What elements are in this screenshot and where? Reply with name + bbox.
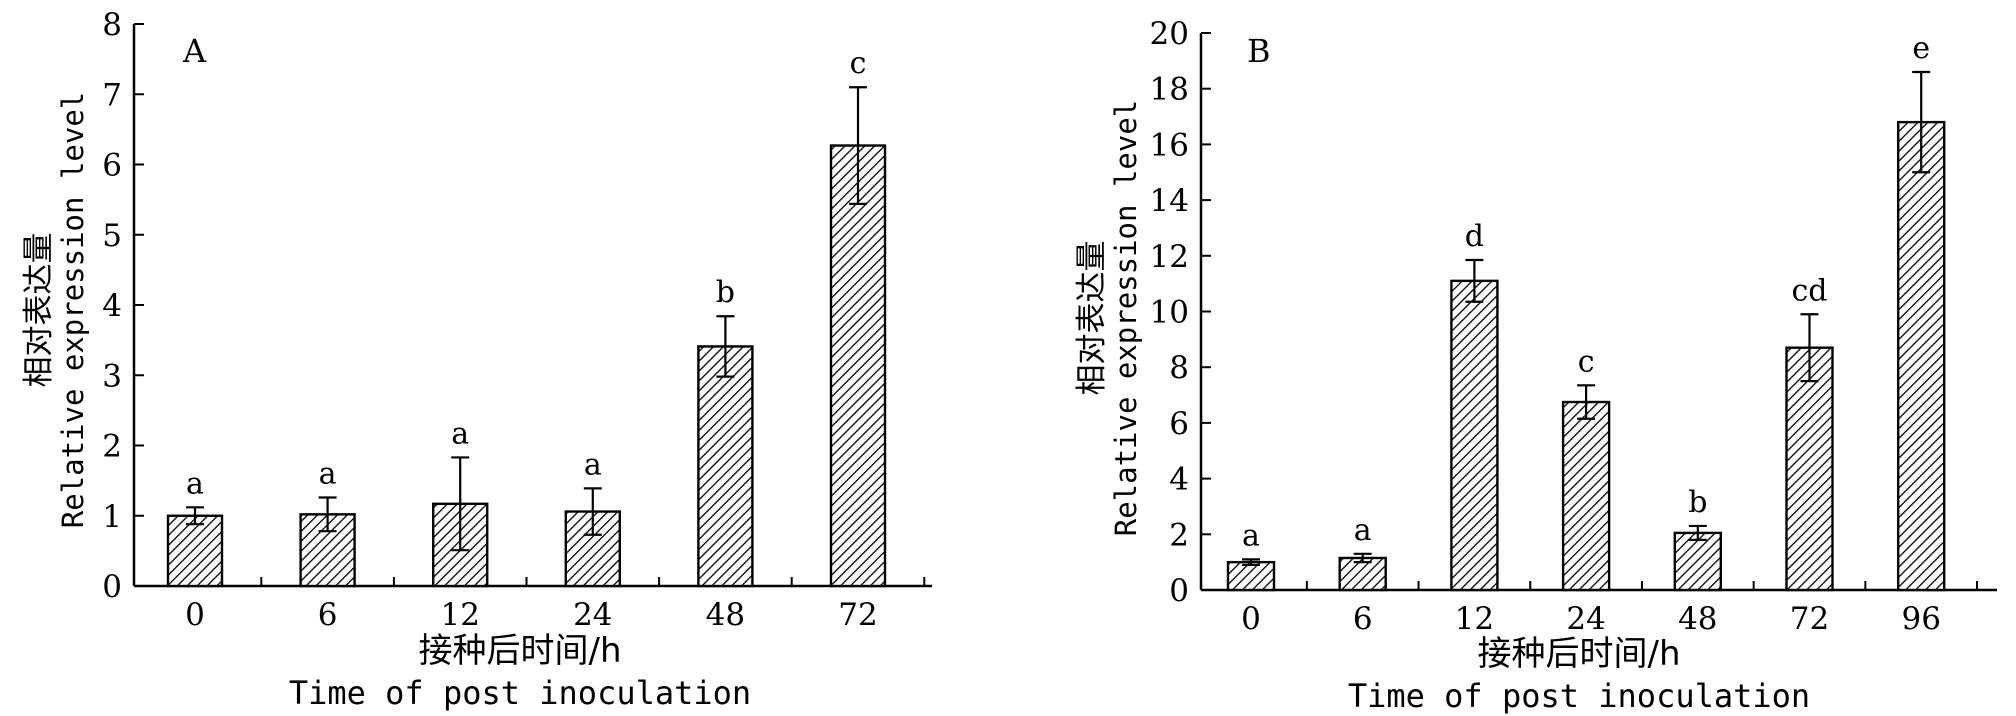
x-tick-label: 96: [1901, 601, 1940, 637]
y-axis-label-en: Relative expression level: [56, 92, 90, 529]
bar: [1226, 560, 1276, 592]
x-axis-label-en: Time of post inoculation: [1348, 677, 1810, 715]
y-tick-label: 8: [102, 7, 122, 43]
bar: [166, 514, 224, 588]
x-ticks: 0 6 12 24 48 72: [185, 577, 926, 633]
bar: [1450, 279, 1499, 592]
y-tick-label: 2: [102, 429, 122, 465]
significance-label: d: [1465, 219, 1484, 254]
y-tick-label: 4: [102, 288, 122, 324]
y-tick-label: 2: [1169, 517, 1189, 553]
x-tick-label: 24: [1566, 601, 1605, 637]
bar: [1896, 120, 1946, 592]
x-axis-label-cn: 接种后时间/h: [418, 631, 621, 671]
y-tick-label: 3: [102, 358, 122, 394]
significance-label: e: [1912, 31, 1930, 66]
x-tick-label: 6: [1353, 601, 1373, 637]
x-tick-label: 24: [573, 597, 612, 633]
x-tick-label: 12: [440, 597, 479, 633]
y-ticks: 0 2 4 6 8 10 12 14 16 18 20: [1150, 16, 1211, 609]
y-tick-label: 20: [1150, 16, 1189, 52]
bars: a a a a b c: [166, 46, 887, 588]
x-tick-label: 48: [1678, 601, 1717, 637]
x-tick-label: 6: [318, 597, 338, 633]
y-tick-label: 4: [1169, 462, 1189, 498]
bar: [1785, 346, 1834, 592]
significance-label: a: [319, 456, 337, 491]
bar: [697, 345, 754, 588]
y-tick-label: 16: [1150, 127, 1189, 163]
y-tick-label: 6: [1169, 406, 1189, 442]
x-tick-label: 48: [706, 597, 745, 633]
significance-label: c: [850, 46, 867, 81]
y-axis-label-cn: 相对表达量: [1074, 241, 1110, 396]
y-tick-label: 5: [102, 218, 122, 254]
y-tick-label: 18: [1150, 72, 1189, 108]
x-ticks: 0 6 12 24 48 72 96: [1241, 581, 1979, 637]
significance-label: a: [1354, 513, 1372, 548]
y-tick-label: 1: [102, 499, 122, 535]
y-ticks: 0 1 2 3 4 5 6 7 8: [102, 7, 144, 605]
y-axis-label-cn: 相对表达量: [21, 233, 57, 388]
y-tick-label: 8: [1169, 350, 1189, 386]
significance-label: a: [584, 447, 602, 482]
significance-label: b: [1688, 485, 1707, 520]
bar: [1561, 400, 1611, 592]
y-tick-label: 6: [102, 148, 122, 184]
bar: [829, 144, 887, 588]
y-tick-label: 12: [1150, 239, 1189, 275]
bar: [1673, 531, 1723, 592]
x-axis-label-en: Time of post inoculation: [289, 674, 751, 712]
y-tick-label: 10: [1150, 295, 1189, 331]
x-axis-label-cn: 接种后时间/h: [1477, 634, 1680, 674]
significance-label: b: [716, 275, 735, 310]
significance-label: a: [1242, 518, 1260, 553]
x-tick-label: 0: [1241, 601, 1261, 637]
significance-label: cd: [1791, 273, 1827, 308]
y-axis-label-en: Relative expression level: [1109, 100, 1143, 537]
significance-label: a: [186, 466, 204, 501]
x-tick-label: 0: [185, 597, 205, 633]
panel-letter: A: [182, 32, 207, 70]
panel-letter: B: [1247, 32, 1271, 70]
x-tick-label: 72: [1790, 601, 1829, 637]
significance-label: c: [1578, 344, 1595, 379]
x-tick-label: 12: [1455, 601, 1494, 637]
bars: a a d c b cd e: [1226, 31, 1946, 592]
y-tick-label: 0: [1169, 573, 1189, 609]
y-tick-label: 14: [1150, 183, 1189, 219]
y-tick-label: 0: [102, 569, 122, 605]
significance-label: a: [451, 416, 469, 451]
x-tick-label: 72: [838, 597, 877, 633]
y-tick-label: 7: [102, 77, 122, 113]
